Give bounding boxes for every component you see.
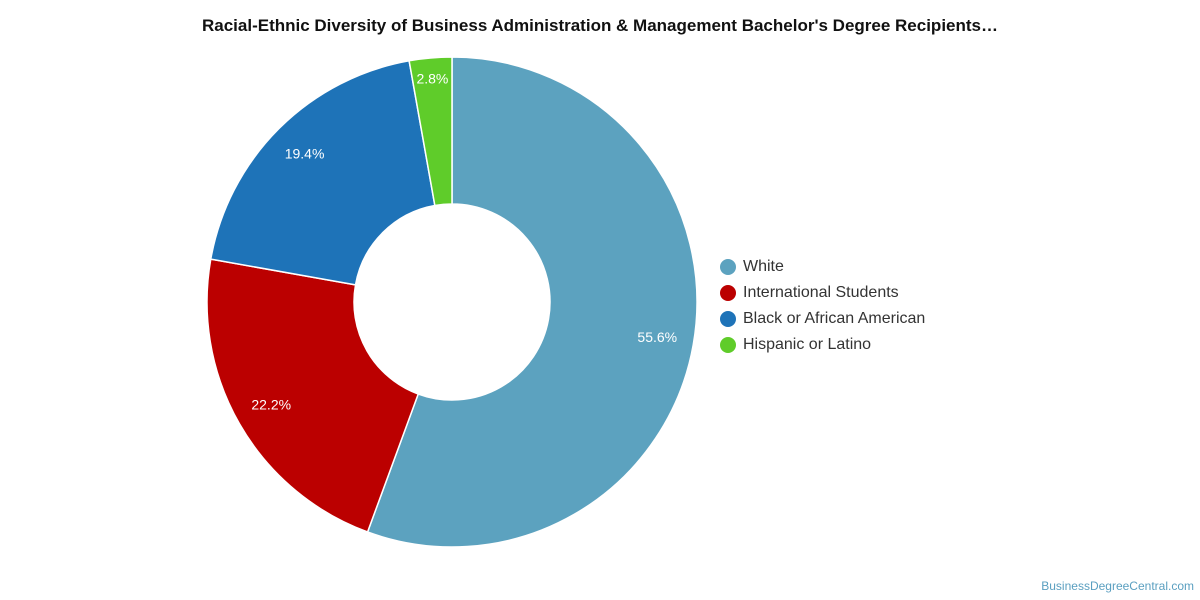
chart-legend: White International Students Black or Afri… — [720, 254, 925, 358]
legend-label: Black or African American — [743, 310, 926, 327]
legend-swatch — [720, 337, 736, 353]
data-label-hispanic-or-latino: 2.8% — [416, 71, 448, 87]
legend-swatch — [720, 285, 736, 301]
legend-item-black-or-african-american[interactable]: Black or African American — [720, 306, 925, 332]
slice-white[interactable] — [366, 56, 698, 548]
legend-item-international-students[interactable]: International Students — [720, 280, 925, 306]
legend-swatch — [720, 259, 736, 275]
legend-label: International Students — [743, 284, 899, 301]
data-label-white: 55.6% — [637, 329, 677, 345]
legend-item-hispanic-or-latino[interactable]: Hispanic or Latino — [720, 332, 925, 358]
legend-swatch — [720, 311, 736, 327]
legend-label: White — [743, 258, 784, 275]
data-label-black-or-african-american: 19.4% — [285, 145, 325, 161]
slice-hispanic-or-latino[interactable] — [408, 56, 453, 207]
watermark: BusinessDegreeCentral.com — [1041, 579, 1194, 593]
legend-label: Hispanic or Latino — [743, 336, 872, 353]
slice-international-students[interactable] — [206, 258, 420, 533]
data-label-international-students: 22.2% — [251, 397, 291, 413]
slice-black-or-african-american[interactable] — [209, 59, 436, 286]
chart-title: Racial-Ethnic Diversity of Business Admi… — [201, 16, 998, 35]
legend-item-white[interactable]: White — [720, 254, 925, 280]
